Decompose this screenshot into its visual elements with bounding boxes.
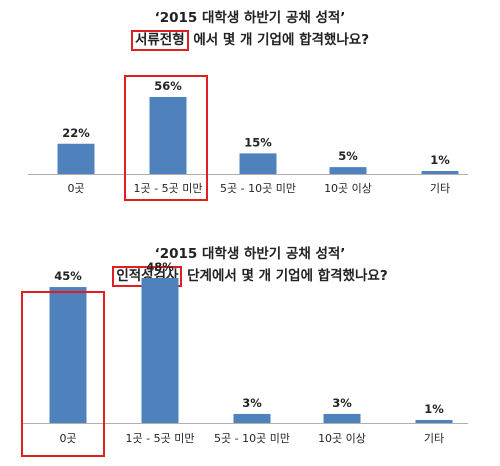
data-label: 3% [242,396,262,410]
chart-panel-document-screening: ‘2015 대학생 하반기 공채 성적’ 서류전형 에서 몇 개 기업에 합격했… [0,0,500,230]
bar [149,97,187,174]
bar-chart: 22% 0곳 56% 1곳 - 5곳 미만 15% 5곳 - 10곳 미만 5% 10곳 이상… [28,75,468,201]
category-label: 기타 [424,432,444,445]
data-label: 56% [154,79,182,93]
chart-title-rest: 에서 몇 개 기업에 합격했나요? [188,32,370,48]
data-label: 3% [332,396,352,410]
chart-title-rest: 단계에서 몇 개 기업에 합격했나요? [182,268,388,284]
category-label: 1곳 - 5곳 미만 [126,432,195,445]
data-label: 1% [424,402,444,416]
category-label: 5곳 - 10곳 미만 [220,182,296,195]
data-label: 1% [430,153,450,167]
category-label: 기타 [430,182,450,195]
data-label: 15% [244,135,272,149]
highlight-box [21,291,105,457]
chart-title-line1: ‘2015 대학생 하반기 공채 성적’ [154,246,346,262]
chart-title-line2: 서류전형 에서 몇 개 기업에 합격했나요? [0,28,500,51]
bar [239,153,277,174]
bar [329,167,367,174]
data-label: 22% [62,126,90,140]
category-label: 10곳 이상 [324,182,372,195]
chart-panel-aptitude-test: ‘2015 대학생 하반기 공채 성적’ 인적성검사 단계에서 몇 개 기업에 … [0,236,500,466]
bar [415,419,453,423]
bar-chart: 45% 0곳 48% 1곳 - 5곳 미만 3% 5곳 - 10곳 미만 3% 10곳 이상 1… [21,260,468,457]
bar [141,278,179,423]
category-label: 5곳 - 10곳 미만 [214,432,290,445]
category-label: 0곳 [67,182,84,195]
bar [323,413,361,423]
bar [57,143,95,174]
chart-title-highlight: 서류전형 [130,30,189,51]
category-label: 0곳 [59,432,76,445]
category-label: 10곳 이상 [318,432,366,445]
category-label: 1곳 - 5곳 미만 [134,182,203,195]
chart-title-line1: ‘2015 대학생 하반기 공채 성적’ [154,10,346,26]
highlight-box [124,75,208,201]
data-label: 5% [338,149,358,163]
bar [49,287,87,423]
bar [233,413,271,423]
bar [421,171,459,174]
data-label: 48% [146,260,174,274]
data-label: 45% [54,269,82,283]
